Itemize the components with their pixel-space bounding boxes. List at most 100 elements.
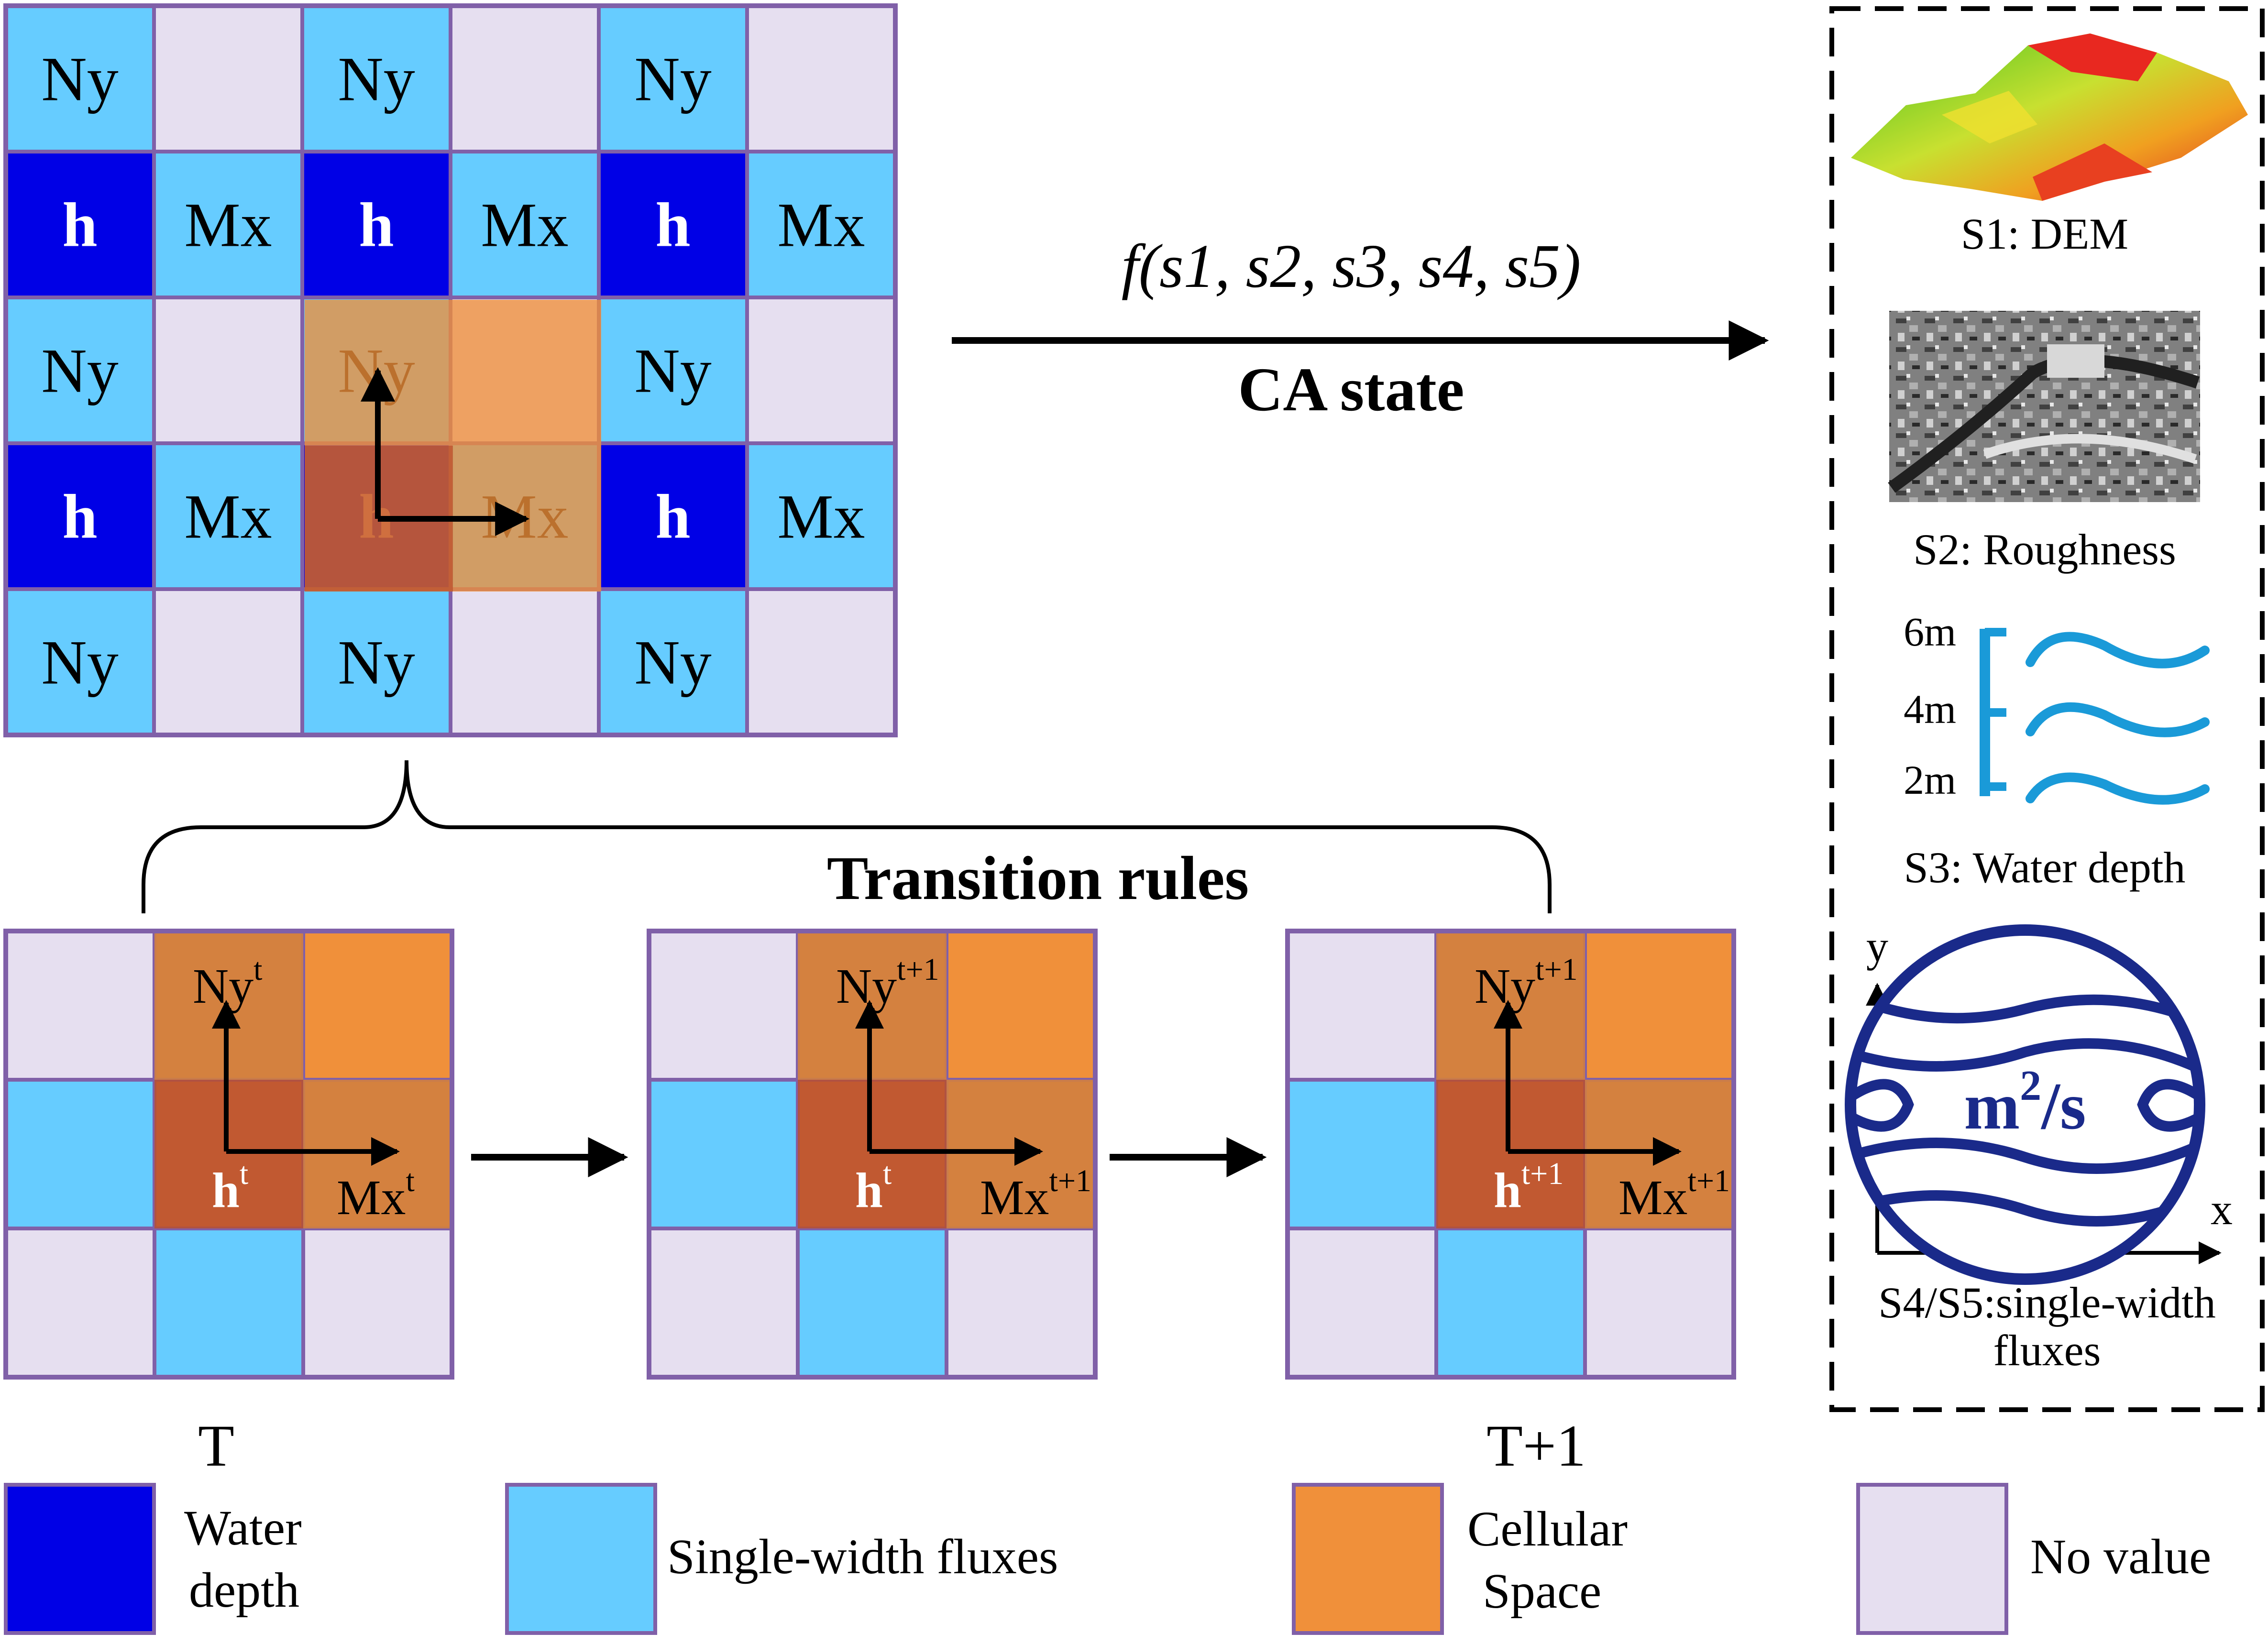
legend-label: Water	[184, 1501, 302, 1556]
grid-cell-label: Mx	[184, 482, 272, 552]
depth-tick-4m: 4m	[1904, 686, 1956, 732]
grid-cell-label: h	[359, 190, 394, 260]
grid-cell	[4, 296, 156, 445]
transition-cell	[1286, 1227, 1438, 1379]
flux-unit-sup: 2	[2020, 1062, 2041, 1109]
grid-cell	[597, 296, 749, 445]
grid-cell-label: Ny	[634, 627, 711, 698]
ny-label-base: Ny	[836, 959, 897, 1014]
mx-label: Mxt+1	[1618, 1163, 1730, 1225]
grid-cell-label: Ny	[338, 44, 415, 114]
grid-cell-label: Ny	[634, 336, 711, 406]
transition-cell	[4, 1227, 156, 1379]
transition-cell	[796, 1227, 948, 1379]
grid-cell-label: h	[62, 482, 97, 552]
transition-cell	[4, 929, 156, 1082]
ny-label: Nyt	[193, 952, 262, 1014]
grid-cell	[745, 441, 897, 591]
s3-label: S3: Water depth	[1904, 843, 2186, 892]
transition-grid-2: Nyt+1ht Mxt+1	[647, 929, 1098, 1380]
grid-cell-label: Ny	[41, 627, 118, 698]
cellular-space-overlay	[305, 300, 601, 592]
transition-cell	[1583, 1227, 1736, 1379]
water-depth-icon	[1980, 628, 2210, 805]
roughness-image	[1888, 311, 2200, 502]
state-panel: S1: DEM S2: Roughness 6m 4m 2m S3: Water…	[1829, 6, 2265, 1412]
grid-cell	[597, 441, 749, 591]
h-label: ht+1	[1494, 1156, 1563, 1218]
transition-cell	[1583, 929, 1736, 1082]
grid-cell	[745, 4, 897, 153]
transition-cell	[945, 1227, 1097, 1379]
mx-label-base: Mx	[1618, 1170, 1687, 1225]
mx-label-base: Mx	[337, 1170, 406, 1225]
ny-label-sup: t+1	[897, 952, 939, 987]
ny-label-base: Ny	[193, 959, 253, 1014]
grid-cell-label: Ny	[338, 627, 415, 698]
grid-cell-label: Mx	[777, 482, 865, 552]
transition-cell	[301, 929, 454, 1082]
mx-label-base: Mx	[980, 1170, 1049, 1225]
grid-cell-label: h	[655, 190, 690, 260]
h-label-base: h	[855, 1163, 883, 1218]
mx-label: Mxt+1	[980, 1163, 1091, 1225]
s1-label: S1: DEM	[1961, 209, 2128, 258]
transition-grid-3: Nyt+1ht+1 Mxt+1T+1	[1285, 929, 1736, 1479]
h-label-sup: t+1	[1521, 1156, 1564, 1191]
transition-cell	[4, 1078, 156, 1230]
ny-label-sup: t	[253, 952, 262, 987]
legend-swatch	[4, 1483, 156, 1635]
grid-cell-label: Ny	[634, 44, 711, 114]
legend-item: Cellular Space	[1292, 1483, 1628, 1635]
time-caption: T+1	[1486, 1413, 1586, 1479]
legend-label: No value	[2030, 1529, 2211, 1584]
h-label: ht	[855, 1156, 892, 1218]
grid-cell-label: Ny	[41, 336, 118, 406]
time-caption: T	[198, 1413, 234, 1479]
grid-cell	[449, 587, 601, 737]
grid-cell-label: h	[62, 190, 97, 260]
transition-cell	[153, 1227, 305, 1379]
grid-cell	[152, 4, 304, 153]
transition-brace	[142, 760, 1552, 913]
grid-cell	[745, 150, 897, 299]
s2-label: S2: Roughness	[1913, 525, 2176, 574]
h-label-base: h	[1494, 1163, 1521, 1218]
h-label-sup: t	[883, 1156, 892, 1191]
flux-unit-tail: /s	[2040, 1069, 2086, 1143]
legend-swatch	[1856, 1483, 2008, 1635]
dem-image	[1851, 33, 2248, 201]
grid-cell	[745, 587, 897, 737]
grid-cell	[597, 4, 749, 153]
transition-cell	[647, 1078, 800, 1230]
ca-state-label: CA state	[1238, 355, 1464, 424]
transition-cell	[1286, 929, 1438, 1082]
svg-text:m2/s: m2/s	[1964, 1062, 2086, 1143]
transition-cell	[1434, 1227, 1587, 1379]
ny-label-sup: t+1	[1535, 952, 1578, 987]
axis-y-label: y	[1866, 922, 1888, 971]
h-label-base: h	[212, 1163, 240, 1218]
grid-cell	[152, 441, 304, 591]
axis-x-label: x	[2211, 1185, 2233, 1234]
s4-label-line2: fluxes	[1993, 1326, 2101, 1375]
transition-cell	[647, 929, 800, 1082]
grid-cell-label: h	[655, 482, 690, 552]
mx-label: Mxt	[337, 1163, 415, 1225]
grid-cell	[745, 296, 897, 445]
h-label-sup: t	[240, 1156, 248, 1191]
depth-tick-2m: 2m	[1904, 757, 1956, 803]
grid-cell-label: Mx	[184, 190, 272, 260]
ny-label: Nyt+1	[836, 952, 939, 1014]
s4-label-line1: S4/S5:single-width	[1878, 1278, 2215, 1327]
depth-tick-6m: 6m	[1904, 609, 1956, 655]
transition-cell	[1286, 1078, 1438, 1230]
grid-cell-label: Mx	[481, 190, 568, 260]
grid-cell-label: Ny	[41, 44, 118, 114]
grid-cell	[300, 150, 452, 299]
transition-cell	[945, 929, 1097, 1082]
legend-label: Cellular	[1467, 1502, 1628, 1556]
mx-label-sup: t+1	[1049, 1163, 1091, 1198]
legend-label: Space	[1483, 1564, 1601, 1619]
